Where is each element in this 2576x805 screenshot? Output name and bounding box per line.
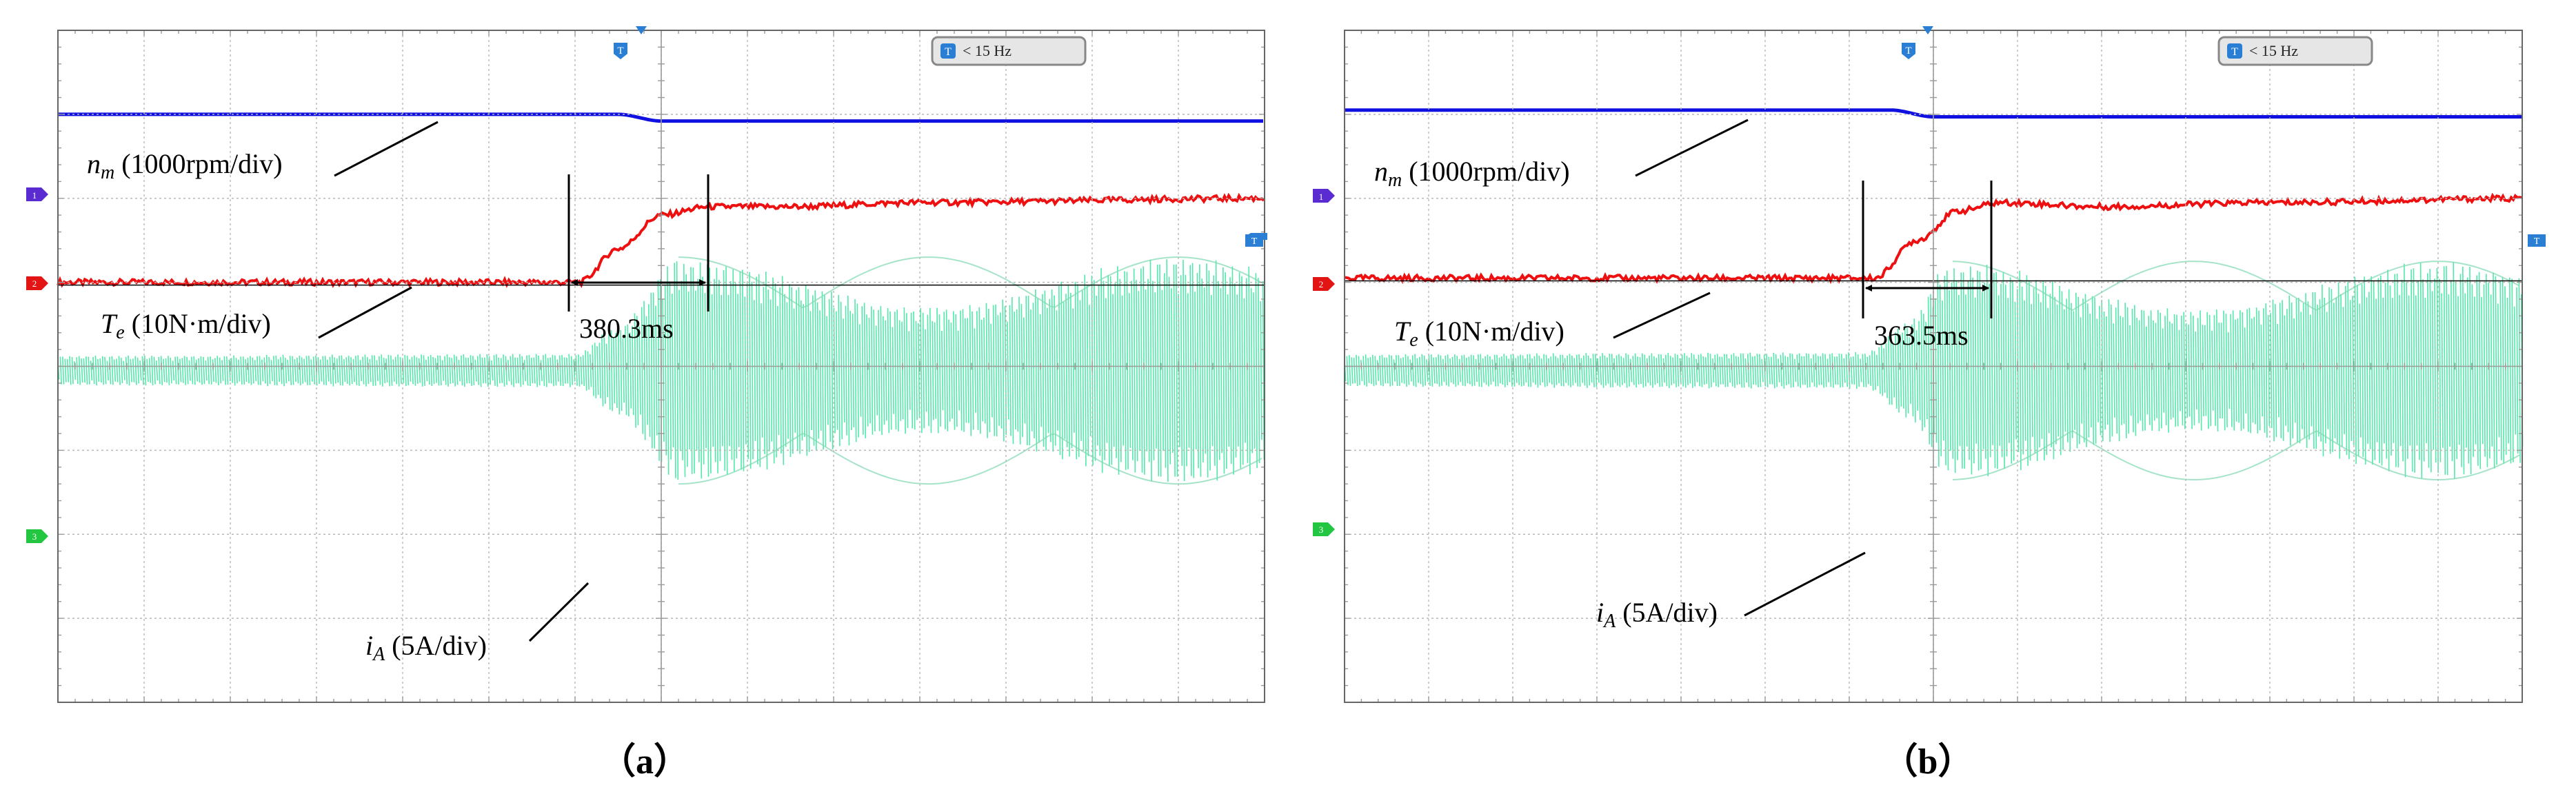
trigger-level-icon-b: T: [2528, 234, 2546, 247]
speed-label-b: nm (1000rpm/div): [1374, 156, 1570, 191]
channel-marker-3-b: 3: [1313, 522, 1335, 536]
channel-marker-1-a: 1: [26, 187, 48, 201]
current-leader-b: [1744, 551, 1866, 617]
trigger-filter-badge-b: T < 15 Hz: [2217, 36, 2373, 66]
svg-text:1: 1: [32, 190, 37, 201]
channel-marker-3-a: 3: [26, 529, 48, 543]
torque-leader-b: [1613, 292, 1711, 339]
channel-marker-2-a: 2: [26, 276, 48, 290]
series-current-envelope: [678, 432, 1262, 485]
svg-text:T: T: [1251, 236, 1258, 247]
channel-marker-1-b: 1: [1313, 189, 1335, 203]
badge-text-a: < 15 Hz: [963, 42, 1012, 59]
svg-text:1: 1: [1319, 192, 1324, 202]
screen-border-a: [57, 30, 1265, 703]
grid-b: [1344, 30, 2523, 703]
trigger-position-icon-b: [1922, 26, 1933, 34]
trigger-t-icon-a: T: [614, 43, 627, 59]
trigger-t-icon-b: T: [1902, 43, 1915, 59]
measurement-label-b: 363.5ms: [1874, 320, 1969, 351]
svg-text:T: T: [617, 45, 623, 57]
svg-text:T: T: [2231, 46, 2238, 58]
speed-label-a: nm (1000rpm/div): [87, 148, 283, 183]
series-current-envelope: [678, 256, 1262, 309]
speed-leader-b: [1635, 119, 1749, 177]
series-current-envelope: [1952, 261, 2520, 312]
svg-text:T: T: [945, 46, 952, 58]
series-current-envelope: [1952, 430, 2520, 480]
measurement-label-a: 380.3ms: [579, 313, 674, 344]
svg-text:3: 3: [1319, 524, 1324, 535]
series-speed-line: [58, 112, 1263, 123]
current-label-b: iA (5A/div): [1596, 597, 1718, 632]
caption-a: （a）: [600, 742, 690, 782]
badge-text-b: < 15 Hz: [2249, 42, 2298, 59]
svg-text:3: 3: [32, 531, 37, 542]
trigger-position-icon-a: [636, 26, 647, 34]
grid-a: [57, 30, 1265, 703]
speed-leader-a: [334, 121, 439, 177]
panel-b: T T T < 15 Hz 1 2 3 nm (1000rpm/div) Te …: [1313, 26, 2546, 782]
current-label-a: iA (5A/div): [365, 630, 487, 665]
screen-border-b: [1344, 30, 2523, 703]
torque-label-b: Te (10N·m/div): [1394, 316, 1564, 351]
torque-leader-a: [318, 286, 412, 339]
caption-b: （b）: [1882, 742, 1974, 782]
torque-label-a: Te (10N·m/div): [101, 308, 271, 343]
svg-text:T: T: [2534, 236, 2540, 247]
channel-marker-2-b: 2: [1313, 277, 1335, 291]
svg-text:2: 2: [1319, 279, 1324, 289]
svg-text:T: T: [1905, 45, 1911, 57]
panel-a: T T T < 15 Hz 1 2 3 nm (1000rpm/d: [26, 26, 1267, 782]
svg-text:2: 2: [32, 278, 37, 289]
trigger-level-icon-a: T: [1245, 233, 1267, 247]
current-leader-a: [528, 582, 590, 642]
trigger-filter-badge-a: T < 15 Hz: [931, 36, 1087, 66]
